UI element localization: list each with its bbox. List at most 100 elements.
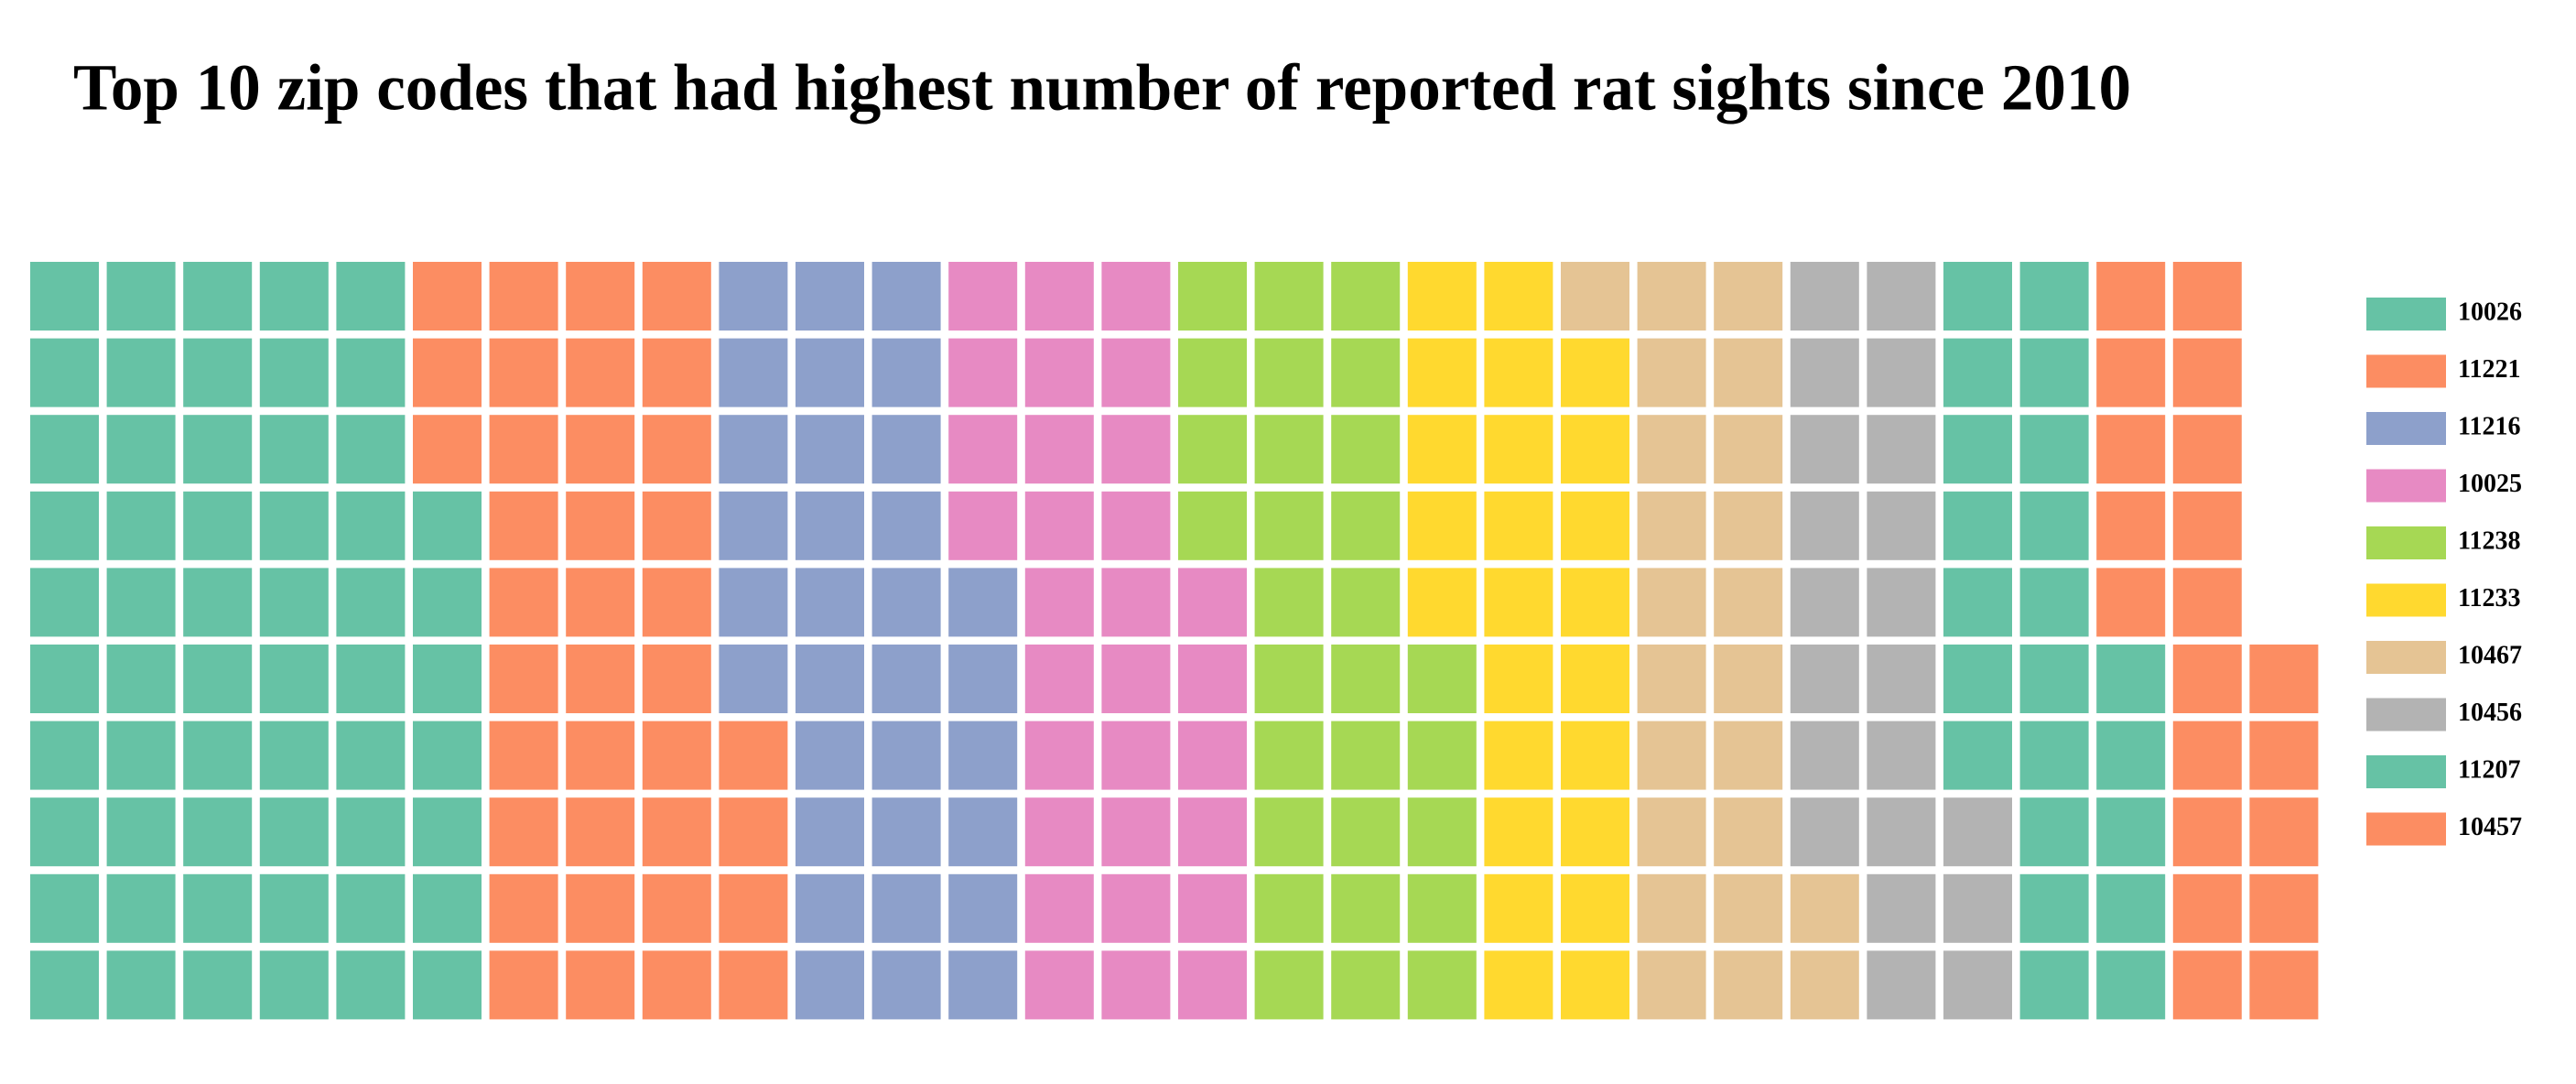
legend-label: 11221	[2458, 355, 2520, 384]
waffle-cell	[183, 568, 253, 637]
waffle-cell	[642, 950, 711, 1020]
waffle-cell	[1331, 950, 1401, 1020]
waffle-cell	[1407, 491, 1477, 560]
waffle-cell	[566, 491, 635, 560]
waffle-cell	[719, 338, 788, 407]
waffle-cell	[1024, 645, 1094, 713]
waffle-cell	[566, 797, 635, 867]
waffle-cell	[796, 568, 864, 637]
waffle-cell	[566, 721, 635, 790]
waffle-cell	[106, 568, 176, 637]
waffle-cell	[642, 797, 711, 867]
waffle-cell	[336, 415, 406, 484]
waffle-cell	[796, 645, 864, 713]
waffle-cell	[259, 491, 329, 560]
waffle-cell	[1637, 338, 1706, 407]
waffle-cell	[2019, 491, 2089, 560]
waffle-cell	[719, 645, 788, 713]
waffle-cell	[1254, 873, 1324, 943]
waffle-cell	[1024, 873, 1094, 943]
waffle-cell	[1254, 950, 1324, 1020]
waffle-cell	[1561, 797, 1629, 867]
legend-swatch	[2366, 412, 2446, 445]
waffle-cell	[2096, 568, 2166, 637]
waffle-cell	[1867, 415, 1936, 484]
waffle-cell	[1254, 797, 1324, 867]
waffle-cell	[1484, 797, 1553, 867]
waffle-cell	[183, 797, 253, 867]
waffle-cell	[1024, 797, 1094, 867]
waffle-cell	[1943, 568, 2012, 637]
legend-label: 11207	[2458, 755, 2520, 784]
waffle-cell	[183, 873, 253, 943]
waffle-cell	[1254, 721, 1324, 790]
waffle-cell	[1101, 721, 1171, 790]
waffle-cell	[948, 950, 1018, 1020]
waffle-cell	[183, 721, 253, 790]
waffle-cell	[1101, 873, 1171, 943]
waffle-cell	[871, 415, 941, 484]
waffle-cell	[1178, 645, 1247, 713]
waffle-cell	[2172, 415, 2242, 484]
waffle-cell	[1024, 950, 1094, 1020]
legend-label: 11238	[2458, 526, 2520, 555]
waffle-cell	[1790, 645, 1859, 713]
waffle-cell	[871, 797, 941, 867]
waffle-cell	[1024, 262, 1094, 331]
waffle-cell	[413, 568, 482, 637]
waffle-cell	[1331, 568, 1401, 637]
waffle-cell	[719, 491, 788, 560]
waffle-cell	[489, 797, 558, 867]
waffle-cell	[796, 262, 864, 331]
waffle-cell	[106, 645, 176, 713]
waffle-cell	[566, 262, 635, 331]
waffle-cell	[1637, 491, 1706, 560]
waffle-cell	[30, 262, 99, 331]
waffle-cell	[871, 645, 941, 713]
waffle-cell	[2249, 645, 2319, 713]
waffle-cell	[1867, 491, 1936, 560]
waffle-cell	[30, 491, 99, 560]
waffle-cell	[642, 338, 711, 407]
waffle-cell	[642, 262, 711, 331]
waffle-cell	[948, 645, 1018, 713]
waffle-cell	[1637, 873, 1706, 943]
waffle-cell	[1637, 950, 1706, 1020]
waffle-cell	[642, 568, 711, 637]
waffle-cell	[948, 262, 1018, 331]
waffle-cell	[1331, 338, 1401, 407]
waffle-cell	[259, 568, 329, 637]
waffle-cell	[1867, 338, 1936, 407]
waffle-cell	[642, 491, 711, 560]
waffle-cell	[2019, 338, 2089, 407]
waffle-cell	[1561, 950, 1629, 1020]
waffle-cell	[1178, 338, 1247, 407]
waffle-cell	[413, 797, 482, 867]
waffle-cell	[871, 262, 941, 331]
waffle-cell	[1101, 491, 1171, 560]
waffle-cell	[2172, 873, 2242, 943]
waffle-cell	[948, 568, 1018, 637]
waffle-cell	[1254, 338, 1324, 407]
legend-swatch	[2366, 755, 2446, 788]
waffle-cell	[489, 568, 558, 637]
waffle-cell	[413, 950, 482, 1020]
waffle-cell	[1101, 262, 1171, 331]
waffle-cell	[2172, 491, 2242, 560]
waffle-cell	[2096, 950, 2166, 1020]
waffle-cell	[1178, 721, 1247, 790]
waffle-cell	[259, 721, 329, 790]
waffle-cell	[1484, 721, 1553, 790]
waffle-cell	[1790, 338, 1859, 407]
waffle-cell	[2172, 721, 2242, 790]
waffle-cell	[1790, 721, 1859, 790]
legend-swatch	[2366, 698, 2446, 732]
waffle-cell	[948, 415, 1018, 484]
waffle-cell	[1561, 873, 1629, 943]
waffle-cell	[2019, 645, 2089, 713]
waffle-cell	[1867, 797, 1936, 867]
legend-label: 11233	[2458, 584, 2520, 612]
waffle-cell	[719, 721, 788, 790]
waffle-cell	[1637, 645, 1706, 713]
waffle-cell	[1101, 568, 1171, 637]
